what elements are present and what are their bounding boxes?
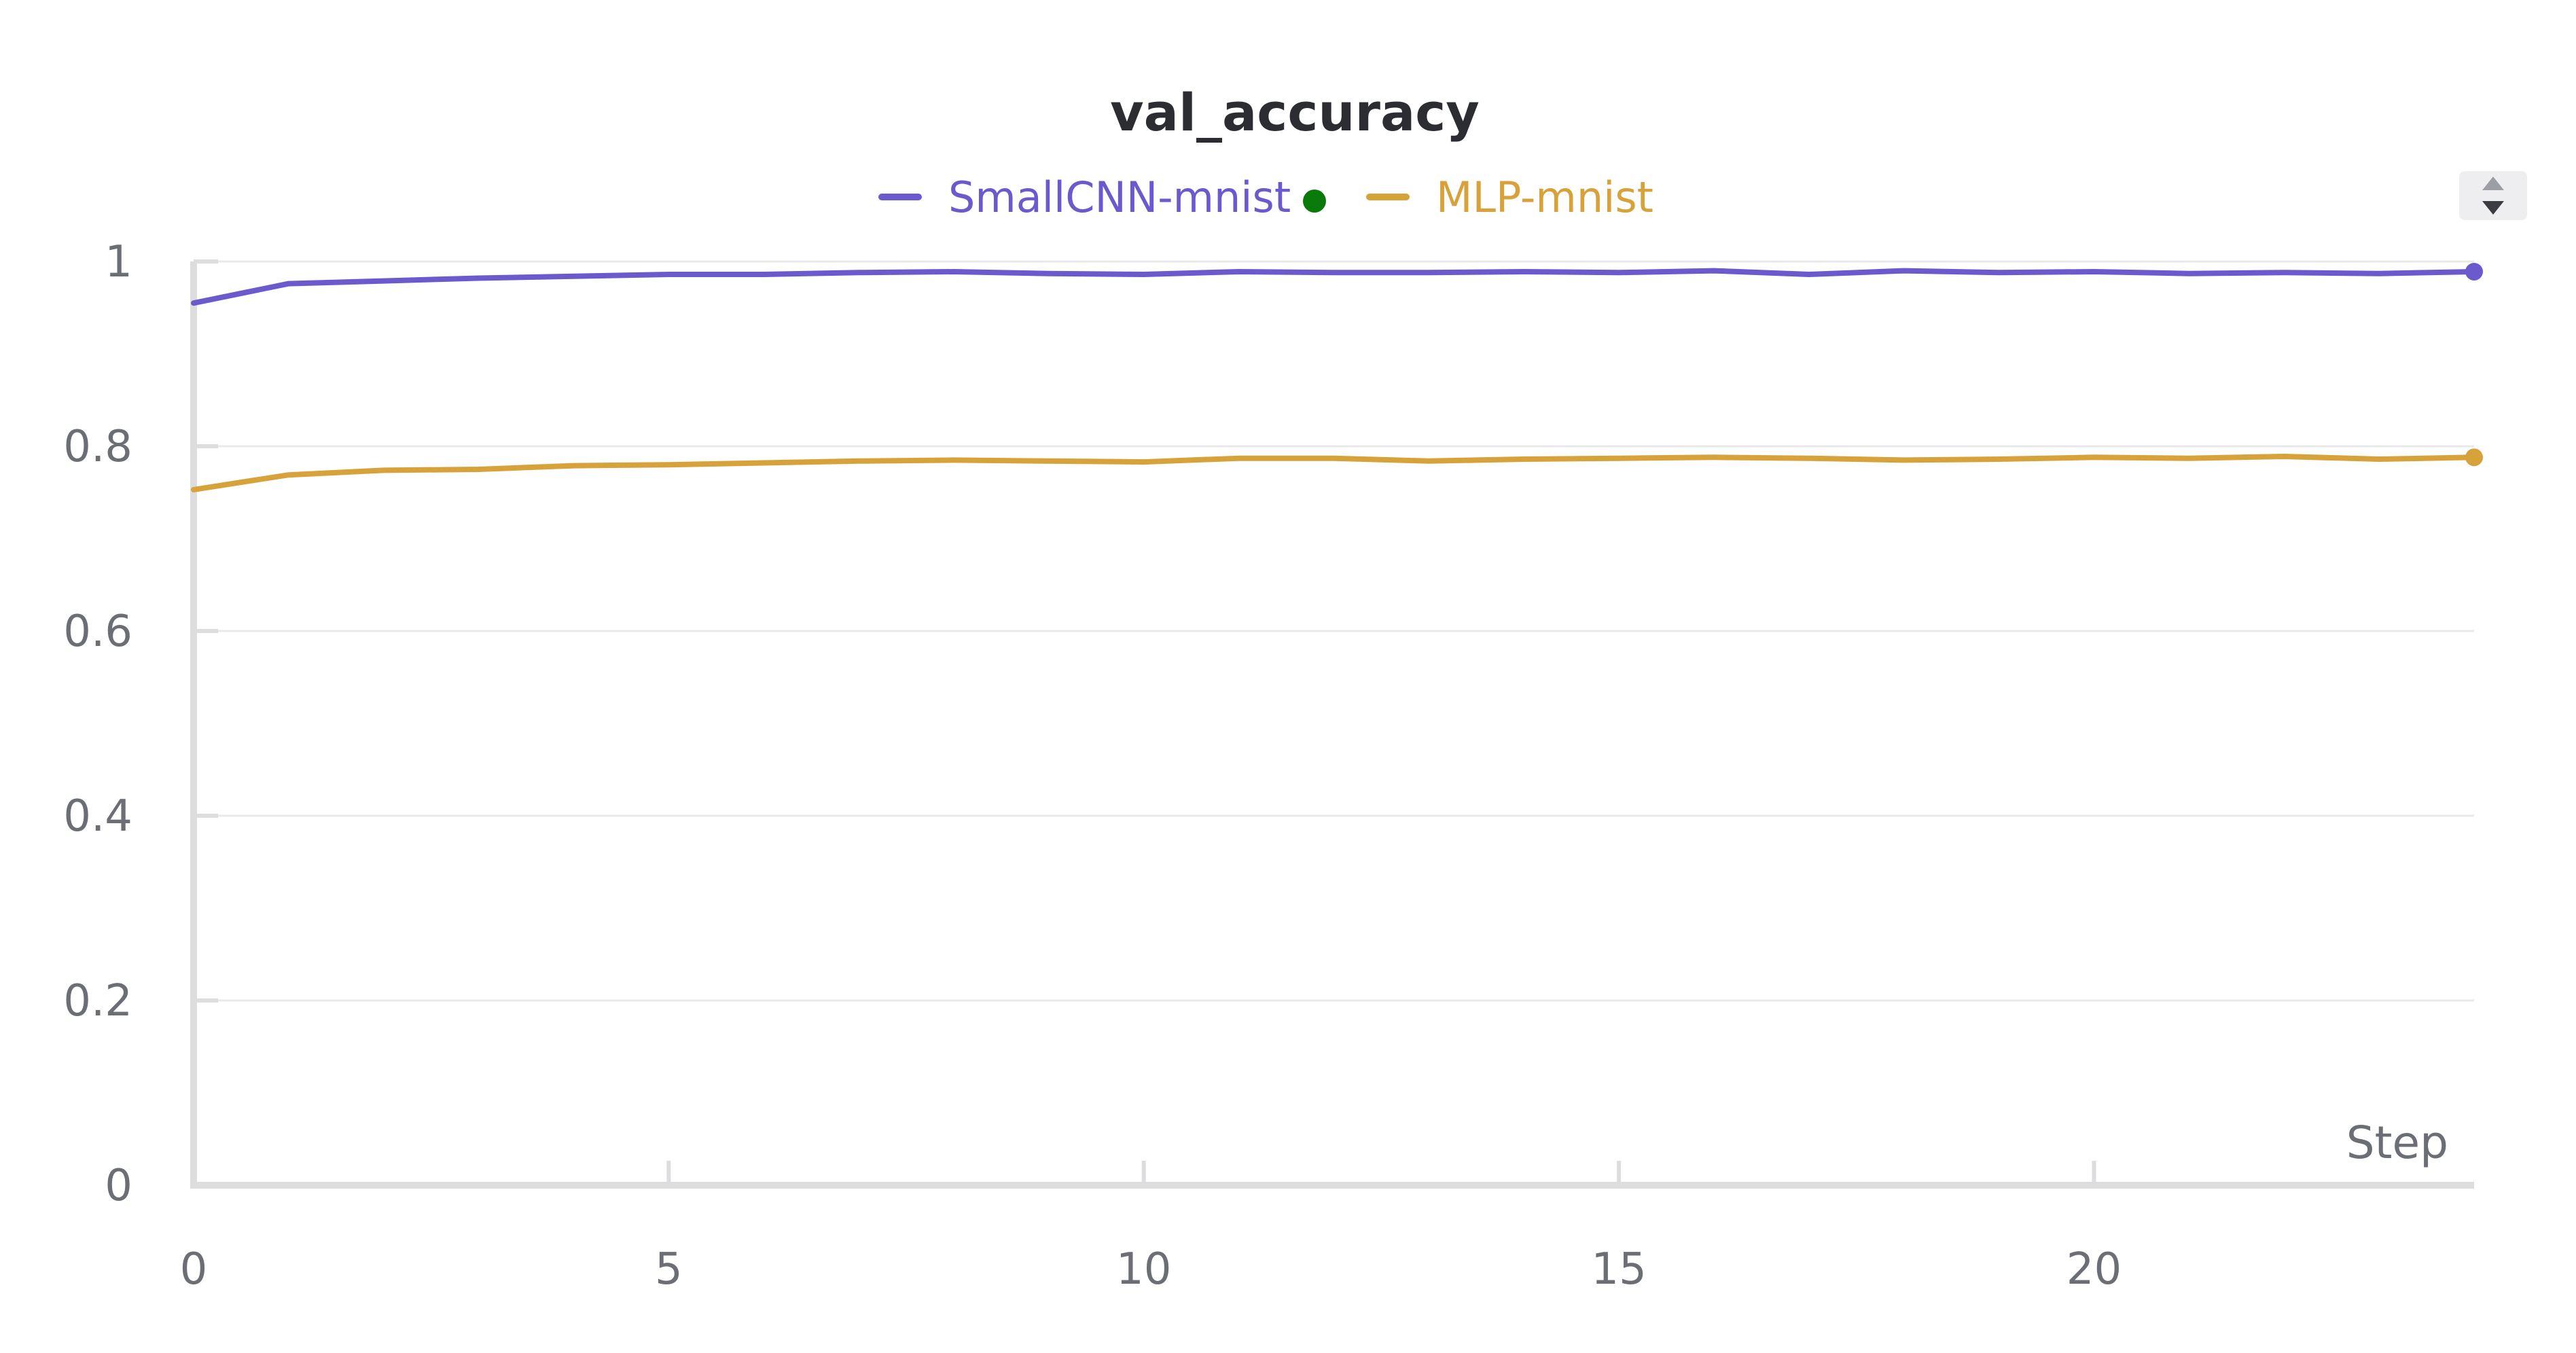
- axes: [190, 261, 2474, 1189]
- series-endpoint: [2465, 262, 2483, 281]
- status-dot: [1303, 190, 1326, 213]
- series-line-mlp-mnist: [191, 454, 2477, 492]
- series-line-smallcnn-mnist: [191, 268, 2477, 306]
- x-tick-label: 5: [655, 1244, 683, 1295]
- x-tick-label: 20: [2067, 1244, 2122, 1295]
- y-tick-label: 0: [105, 1161, 132, 1211]
- gridlines: [194, 260, 2474, 1002]
- y-tick-label: 0.4: [63, 791, 132, 842]
- x-tick-label: 0: [180, 1244, 208, 1295]
- x-axis-title: Step: [2346, 1117, 2448, 1169]
- y-tick-label: 0.8: [63, 422, 132, 472]
- legend-item[interactable]: MLP-mnist: [1366, 173, 1653, 222]
- y-tick-label: 1: [105, 237, 132, 287]
- x-tick-label: 15: [1591, 1244, 1646, 1295]
- legend-item[interactable]: SmallCNN-mnist: [878, 173, 1326, 222]
- chart-title: val_accuracy: [1110, 82, 1480, 143]
- series-endpoints: [2465, 262, 2483, 467]
- y-tick-label: 0.2: [63, 976, 132, 1026]
- series-lines: [191, 268, 2477, 492]
- series-endpoint: [2465, 448, 2483, 467]
- legend: SmallCNN-mnist MLP-mnist: [878, 173, 1653, 222]
- x-tick-label: 10: [1116, 1244, 1171, 1295]
- legend-scroll-control[interactable]: [2459, 171, 2527, 220]
- y-tick-label: 0.6: [63, 607, 132, 657]
- legend-label: SmallCNN-mnist: [948, 173, 1291, 222]
- chevron-down-icon: [2482, 201, 2504, 215]
- legend-label: MLP-mnist: [1436, 173, 1653, 222]
- chevron-up-icon: [2482, 177, 2504, 190]
- ticks: 00.20.40.60.810 5 10 15 20: [63, 237, 2122, 1295]
